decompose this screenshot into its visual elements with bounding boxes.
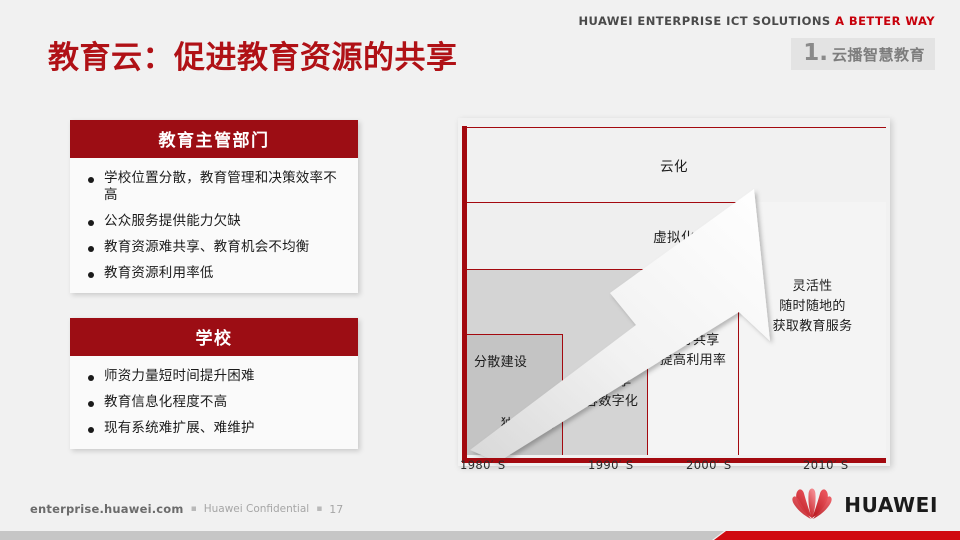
x-tick-label: 1980′ S bbox=[460, 458, 506, 472]
bullet-dot-icon bbox=[88, 245, 94, 252]
band-label: 云化 bbox=[660, 159, 688, 175]
bullet-text: 教育资源难共享、教育机会不均衡 bbox=[104, 238, 310, 255]
card-bullet-list: 学校位置分散，教育管理和决策效率不高 公众服务提供能力欠缺 教育资源难共享、教育… bbox=[70, 158, 358, 293]
card-bullet-list: 师资力量短时间提升困难 教育信息化程度不高 现有系统难扩展、难维护 bbox=[70, 356, 358, 449]
column-label-bottom: 独占资源 bbox=[500, 417, 554, 432]
column-2010s: 灵活性 随时随地的 获取教育服务 bbox=[738, 202, 886, 455]
band-cloud: 云化 bbox=[462, 127, 886, 202]
chart-y-axis bbox=[462, 126, 467, 458]
column-label: 充分共享 提高利用率 bbox=[659, 333, 727, 369]
column-label: 尝试分享 内容数字化 bbox=[571, 374, 639, 410]
x-tick-label: 1990′ S bbox=[588, 458, 634, 472]
bullet-text: 教育信息化程度不高 bbox=[104, 393, 228, 410]
footer-site: enterprise.huawei.com bbox=[30, 502, 184, 516]
x-tick-label: 2000′ S bbox=[686, 458, 732, 472]
chart-plot-area: 云化 虚拟化 资源整合 灵活性 随时随地的 获取教育服务 充分共享 提高利用率 bbox=[458, 118, 890, 466]
list-item: 学校位置分散，教育管理和决策效率不高 bbox=[70, 170, 358, 204]
card-title: 学校 bbox=[70, 318, 358, 356]
bullet-dot-icon bbox=[88, 219, 94, 226]
card-school: 学校 师资力量短时间提升困难 教育信息化程度不高 现有系统难扩展、难维护 bbox=[70, 318, 358, 449]
list-item: 公众服务提供能力欠缺 bbox=[70, 213, 358, 230]
kicker-main: HUAWEI ENTERPRISE ICT SOLUTIONS bbox=[578, 14, 831, 28]
column-1980s: 分散建设 独占资源 bbox=[462, 334, 563, 455]
bullet-dot-icon bbox=[88, 177, 94, 183]
card-education-department: 教育主管部门 学校位置分散，教育管理和决策效率不高 公众服务提供能力欠缺 教育资… bbox=[70, 120, 358, 294]
huawei-wordmark: HUAWEI bbox=[844, 493, 938, 517]
bullet-text: 学校位置分散，教育管理和决策效率不高 bbox=[104, 170, 337, 203]
chapter-badge: 1. 云播智慧教育 bbox=[791, 38, 935, 70]
page-title: 教育云：促进教育资源的共享 bbox=[48, 40, 458, 76]
huawei-logo: HUAWEI bbox=[789, 488, 938, 522]
bullet-dot-icon bbox=[88, 375, 94, 381]
list-item: 师资力量短时间提升困难 bbox=[70, 368, 358, 385]
column-label: 灵活性 随时随地的 获取教育服务 bbox=[772, 279, 853, 335]
list-item: 教育资源难共享、教育机会不均衡 bbox=[70, 239, 358, 256]
bullet-dot-icon bbox=[88, 271, 94, 278]
evolution-staircase-chart: 云化 虚拟化 资源整合 灵活性 随时随地的 获取教育服务 充分共享 提高利用率 bbox=[458, 118, 890, 466]
chapter-number: 1. bbox=[803, 40, 828, 66]
brand-kicker: HUAWEI ENTERPRISE ICT SOLUTIONS A BETTER… bbox=[0, 14, 935, 28]
bullet-dot-icon bbox=[88, 400, 94, 407]
bullet-text: 教育资源利用率低 bbox=[104, 264, 214, 281]
list-item: 教育信息化程度不高 bbox=[70, 394, 358, 411]
footer-separator: ▪ bbox=[190, 504, 197, 514]
list-item: 现有系统难扩展、难维护 bbox=[70, 420, 358, 437]
footer-confidential: Huawei Confidential bbox=[203, 503, 310, 515]
column-2000s: 充分共享 提高利用率 bbox=[647, 269, 739, 455]
bullet-text: 师资力量短时间提升困难 bbox=[104, 368, 255, 384]
footer-separator: ▪ bbox=[316, 504, 323, 514]
column-1990s: 尝试分享 内容数字化 bbox=[562, 334, 648, 455]
huawei-flower-icon bbox=[792, 488, 832, 519]
list-item: 教育资源利用率低 bbox=[70, 265, 358, 282]
chapter-label: 云播智慧教育 bbox=[831, 46, 925, 64]
chart-x-tick-labels: 1980′ S 1990′ S 2000′ S 2010′ S bbox=[458, 458, 890, 478]
bullet-text: 公众服务提供能力欠缺 bbox=[104, 212, 241, 229]
bullet-text: 现有系统难扩展、难维护 bbox=[104, 419, 255, 436]
footer-page-number: 17 bbox=[329, 502, 344, 516]
kicker-highlight: A BETTER WAY bbox=[835, 14, 935, 28]
column-label-top: 分散建设 bbox=[474, 355, 528, 370]
chart-x-axis bbox=[462, 458, 886, 463]
bullet-dot-icon bbox=[88, 426, 94, 433]
x-tick-label: 2010′ S bbox=[803, 458, 849, 472]
footer: enterprise.huawei.com ▪ Huawei Confident… bbox=[30, 502, 343, 516]
card-title: 教育主管部门 bbox=[70, 120, 358, 158]
bottom-accent-bar bbox=[0, 531, 960, 540]
